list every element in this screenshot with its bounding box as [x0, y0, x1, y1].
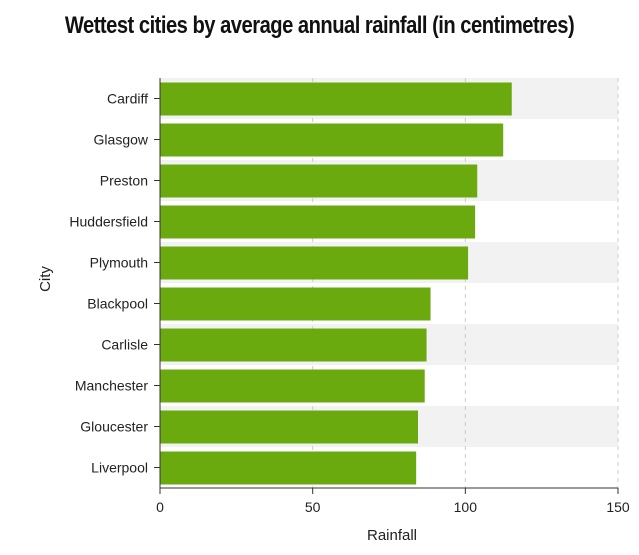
- category-label: Manchester: [75, 378, 148, 394]
- bar-blackpool: [160, 287, 431, 321]
- category-label: Glasgow: [94, 132, 149, 148]
- x-tick-label: 50: [305, 499, 321, 515]
- x-axis-label: Rainfall: [367, 527, 417, 544]
- bar-preston: [160, 164, 478, 198]
- y-axis-label: City: [37, 266, 54, 292]
- bar-huddersfield: [160, 205, 476, 239]
- category-label: Carlisle: [101, 337, 148, 353]
- category-label: Plymouth: [90, 255, 148, 271]
- x-axis: 0 50 100 150: [156, 78, 630, 515]
- bars: [160, 82, 512, 485]
- category-label: Cardiff: [107, 91, 148, 107]
- bar-liverpool: [160, 451, 417, 485]
- category-labels: Cardiff Glasgow Preston Huddersfield Plymout…: [69, 91, 160, 476]
- bar-glasgow: [160, 123, 504, 157]
- chart-title: Wettest cities by average annual rainfal…: [64, 12, 575, 39]
- bar-manchester: [160, 369, 425, 403]
- x-tick-label: 100: [454, 499, 478, 515]
- x-tick-label: 0: [156, 499, 164, 515]
- bar-plymouth: [160, 246, 469, 280]
- category-label: Liverpool: [91, 460, 148, 476]
- category-label: Gloucester: [80, 419, 148, 435]
- category-label: Preston: [100, 173, 148, 189]
- bar-carlisle: [160, 328, 427, 362]
- category-label: Blackpool: [87, 296, 148, 312]
- bar-gloucester: [160, 410, 419, 444]
- x-tick-label: 150: [606, 499, 630, 515]
- category-label: Huddersfield: [69, 214, 148, 230]
- bar-cardiff: [160, 82, 512, 116]
